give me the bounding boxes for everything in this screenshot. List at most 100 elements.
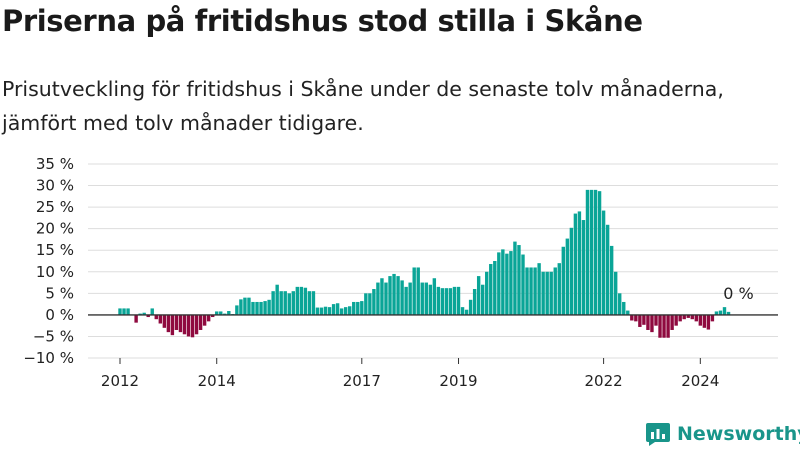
bar [601, 210, 606, 315]
bar [718, 310, 723, 315]
bar [533, 267, 537, 315]
bar [182, 314, 187, 335]
bar [444, 288, 449, 315]
bar [368, 293, 372, 315]
bar [646, 314, 650, 330]
bar [642, 314, 646, 325]
bar [541, 271, 545, 315]
bar [424, 282, 428, 315]
bar [380, 278, 384, 315]
bars [118, 189, 731, 338]
bar [432, 278, 437, 315]
bar [545, 271, 549, 315]
bar [662, 314, 666, 338]
bar [557, 263, 561, 315]
bar [472, 289, 477, 315]
bar [122, 308, 126, 315]
bar [497, 252, 501, 315]
x-axis-labels: 2012 2014 2017 2019 2022 2024 [101, 358, 719, 390]
bar [299, 286, 304, 315]
bar [202, 314, 207, 326]
bar [150, 308, 154, 315]
bar [549, 271, 553, 315]
bar [146, 314, 150, 318]
bar [303, 287, 308, 315]
y-tick-label: 10 % [36, 263, 74, 281]
bar [190, 314, 195, 338]
bar [412, 267, 416, 315]
bar [206, 314, 211, 322]
bar [291, 291, 295, 315]
bar [501, 249, 505, 315]
bar [726, 311, 731, 315]
bar [339, 308, 344, 315]
page-title: Priserna på fritidshus stod stilla i Skå… [2, 4, 643, 38]
bar [348, 306, 352, 315]
bar [618, 293, 622, 315]
bar [283, 291, 287, 315]
newsworthy-logo-icon [646, 423, 670, 446]
bar [158, 314, 162, 324]
bar [436, 286, 441, 315]
bar [267, 299, 271, 315]
bar [658, 314, 662, 338]
bar [698, 314, 703, 326]
bar [505, 253, 509, 315]
bar [275, 284, 279, 315]
bar [162, 314, 167, 328]
bar [259, 301, 263, 315]
bar [247, 297, 251, 315]
bar [525, 267, 529, 315]
bar [178, 314, 183, 333]
bar [609, 245, 614, 315]
bar [565, 238, 570, 315]
bar [589, 189, 594, 315]
bar [186, 314, 191, 337]
bar [210, 314, 215, 318]
bar [517, 245, 521, 315]
bar [364, 293, 368, 315]
bar [323, 306, 328, 315]
y-tick-label: 25 % [36, 198, 74, 216]
bar [481, 284, 485, 315]
bar [448, 288, 453, 315]
bar [489, 264, 493, 315]
bar [416, 267, 420, 315]
y-tick-label: 30 % [36, 177, 74, 195]
y-tick-label: 20 % [36, 220, 74, 238]
bar [170, 314, 175, 336]
bar [694, 314, 698, 322]
bar [194, 314, 199, 335]
bar [706, 314, 711, 330]
y-tick-label: −5 % [33, 327, 74, 345]
x-tick-label: 2017 [343, 372, 381, 390]
bar [219, 311, 223, 315]
bar [404, 286, 408, 315]
x-tick-label: 2024 [681, 372, 719, 390]
bar [674, 314, 678, 326]
bar [376, 282, 380, 315]
bar [352, 301, 356, 315]
page-subtitle: Prisutveckling för fritidshus i Skåne un… [2, 77, 724, 135]
y-tick-label: 15 % [36, 241, 74, 259]
bar [307, 291, 312, 315]
bar [243, 297, 247, 315]
bar [573, 213, 578, 315]
x-tick-label: 2014 [198, 372, 236, 390]
bar [593, 189, 598, 315]
bar [331, 304, 336, 315]
bar [198, 314, 203, 330]
bar [468, 299, 473, 315]
bar [537, 263, 541, 315]
brand: Newsworthy [645, 420, 800, 448]
bar [215, 311, 219, 315]
bar [622, 301, 626, 315]
bar [456, 286, 461, 315]
bar [396, 276, 400, 315]
bar [581, 220, 586, 315]
bar [650, 314, 654, 333]
bar [356, 301, 360, 315]
bar [476, 276, 481, 315]
bar [561, 246, 565, 315]
bar [485, 271, 489, 315]
